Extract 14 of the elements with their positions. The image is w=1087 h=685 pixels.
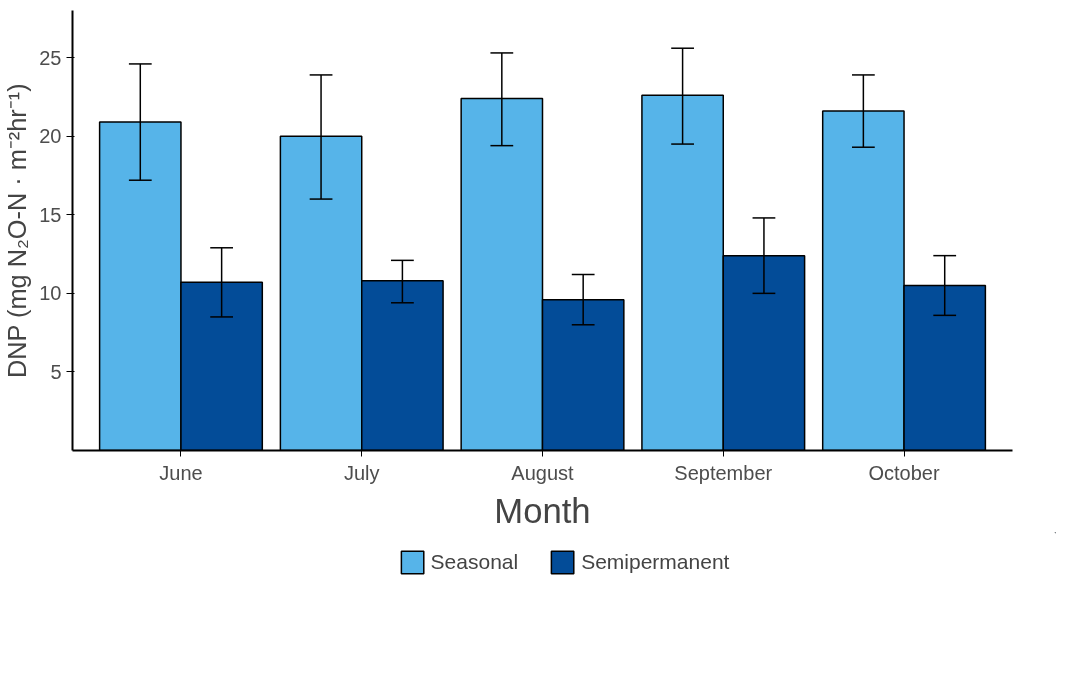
- y-tick-label: 25: [39, 46, 62, 69]
- y-axis-title: DNP (mg N₂O-N · m⁻²hr⁻¹): [3, 83, 32, 379]
- legend-label: Semipermanent: [581, 549, 730, 575]
- y-tick-label: 5: [50, 360, 62, 383]
- x-tick-label: September: [674, 461, 773, 484]
- y-tick-label: 20: [39, 125, 62, 148]
- x-tick-label: July: [343, 461, 380, 484]
- y-tick-label: 15: [39, 203, 62, 226]
- x-tick-label: October: [868, 461, 940, 484]
- x-axis-title: Month: [494, 491, 591, 530]
- y-tick-label: 10: [39, 282, 62, 305]
- legend-label: Seasonal: [430, 549, 519, 575]
- x-tick-label: June: [159, 461, 203, 484]
- x-tick-label: August: [511, 461, 575, 484]
